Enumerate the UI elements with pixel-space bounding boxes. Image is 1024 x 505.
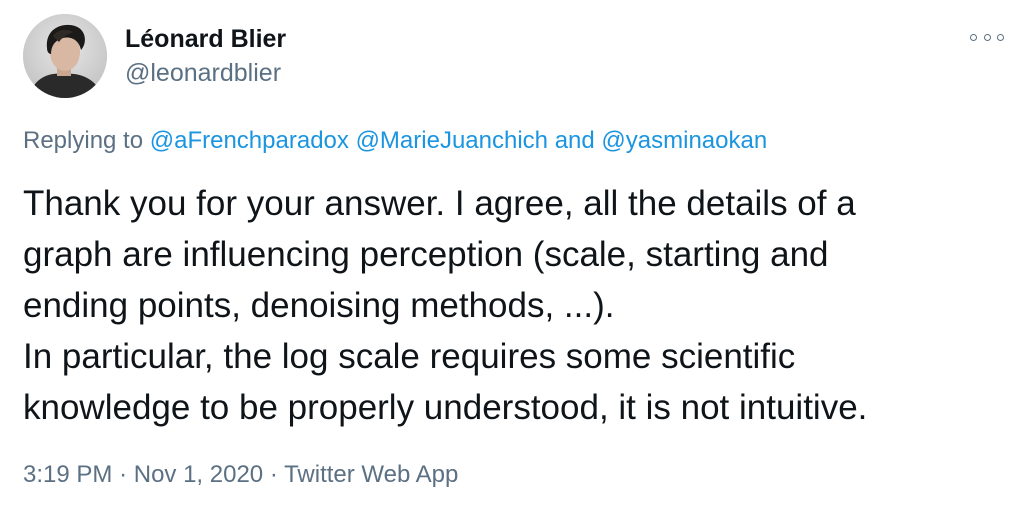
tweet-source[interactable]: Twitter Web App <box>284 461 459 488</box>
avatar[interactable] <box>23 14 107 98</box>
mention-link[interactable]: @MarieJuanchich <box>355 127 549 154</box>
tweet-text-line: ending points, denoising methods, ...). <box>23 286 615 325</box>
more-options-button[interactable] <box>970 25 1004 49</box>
meta-separator: · <box>269 461 278 488</box>
user-handle[interactable]: @leonardblier <box>125 59 282 87</box>
tweet-text-line: In particular, the log scale requires so… <box>23 337 796 376</box>
meta-separator: · <box>119 461 128 488</box>
display-name[interactable]: Léonard Blier <box>125 25 287 53</box>
mention-conjunction[interactable]: and <box>554 127 595 154</box>
dot-icon <box>997 33 1004 41</box>
tweet-text-line: knowledge to be properly understood, it … <box>23 388 868 427</box>
avatar-photo-icon <box>23 14 107 98</box>
tweet-text-line: graph are influencing perception (scale,… <box>23 235 829 274</box>
replying-prefix: Replying to <box>23 127 144 154</box>
tweet-time[interactable]: 3:19 PM <box>23 461 113 488</box>
mention-link[interactable]: @aFrenchparadox <box>149 127 349 154</box>
tweet-text: Thank you for your answer. I agree, all … <box>23 178 1003 433</box>
tweet-text-line: Thank you for your answer. I agree, all … <box>23 184 856 223</box>
replying-to: Replying to @aFrenchparadox @MarieJuanch… <box>23 126 767 156</box>
tweet-date[interactable]: Nov 1, 2020 <box>133 461 264 488</box>
tweet-meta: 3:19 PM · Nov 1, 2020 · Twitter Web App <box>23 460 458 490</box>
dot-icon <box>983 33 991 41</box>
mention-link[interactable]: @yasminaokan <box>601 127 768 154</box>
dot-icon <box>970 33 977 41</box>
